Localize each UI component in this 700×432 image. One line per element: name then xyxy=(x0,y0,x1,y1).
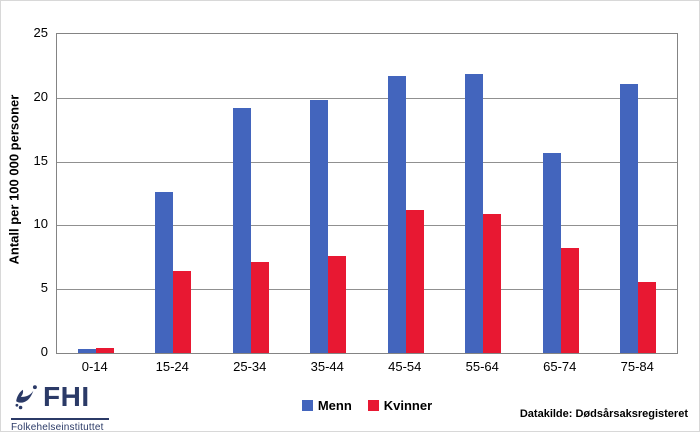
legend-swatch-kvinner xyxy=(367,400,379,411)
y-tick-label-25: 25 xyxy=(33,25,48,40)
legend-item-kvinner: Kvinner xyxy=(367,398,433,413)
bar-menn-25-34 xyxy=(232,108,251,353)
y-tick-label-20: 20 xyxy=(33,88,48,104)
bar-menn-75-84 xyxy=(620,83,639,353)
x-tick-label-15-24: 15-24 xyxy=(155,359,189,374)
bar-kvinner-75-84 xyxy=(638,281,657,353)
gridline-20 xyxy=(57,97,677,99)
bar-kvinner-15-24 xyxy=(173,271,192,353)
bar-kvinner-25-34 xyxy=(250,262,269,353)
y-tick-label-10: 10 xyxy=(33,216,48,232)
y-tick-label-5: 5 xyxy=(40,280,48,296)
bar-kvinner-35-44 xyxy=(328,256,347,353)
legend-swatch-menn xyxy=(301,400,313,411)
x-tick-label-35-44: 35-44 xyxy=(310,359,344,374)
bar-menn-35-44 xyxy=(310,100,329,353)
x-tick-label-55-64: 55-64 xyxy=(465,359,499,374)
fhi-logo-name: Folkehelseinstituttet xyxy=(11,422,104,432)
fhi-logo-divider xyxy=(11,418,109,420)
legend-label-kvinner: Kvinner xyxy=(383,398,433,413)
gridline-10 xyxy=(57,225,677,227)
bar-kvinner-45-54 xyxy=(405,210,424,353)
y-tick-label-0: 0 xyxy=(40,344,48,359)
x-tick-label-25-34: 25-34 xyxy=(233,359,267,374)
bar-menn-65-74 xyxy=(542,152,561,353)
bar-menn-15-24 xyxy=(155,192,174,353)
gridline-15 xyxy=(57,161,677,163)
bar-kvinner-55-64 xyxy=(483,213,502,353)
bar-menn-55-64 xyxy=(465,73,484,353)
data-source-label: Datakilde: Dødsårsaksregisteret xyxy=(519,408,688,420)
bar-menn-0-14 xyxy=(77,349,96,353)
chart-legend: Menn Kvinner xyxy=(56,398,678,413)
bar-kvinner-65-74 xyxy=(560,248,579,353)
fhi-swoosh-icon xyxy=(11,382,41,417)
fhi-logo: FHI Folkehelseinstituttet xyxy=(11,381,109,432)
legend-item-menn: Menn xyxy=(301,398,352,413)
x-tick-label-75-84: 75-84 xyxy=(620,359,654,374)
fhi-logo-text: FHI xyxy=(43,381,90,412)
x-tick-label-0-14: 0-14 xyxy=(81,359,108,374)
gridline-5 xyxy=(57,289,677,291)
plot-area xyxy=(56,33,678,354)
x-tick-label-45-54: 45-54 xyxy=(388,359,422,374)
x-tick-label-65-74: 65-74 xyxy=(543,359,577,374)
y-tick-label-15: 15 xyxy=(33,152,48,168)
legend-label-menn: Menn xyxy=(317,398,352,413)
bar-kvinner-0-14 xyxy=(95,347,114,353)
bar-menn-45-54 xyxy=(387,76,406,353)
y-axis-title: Antall per 100 000 personer xyxy=(6,94,22,265)
